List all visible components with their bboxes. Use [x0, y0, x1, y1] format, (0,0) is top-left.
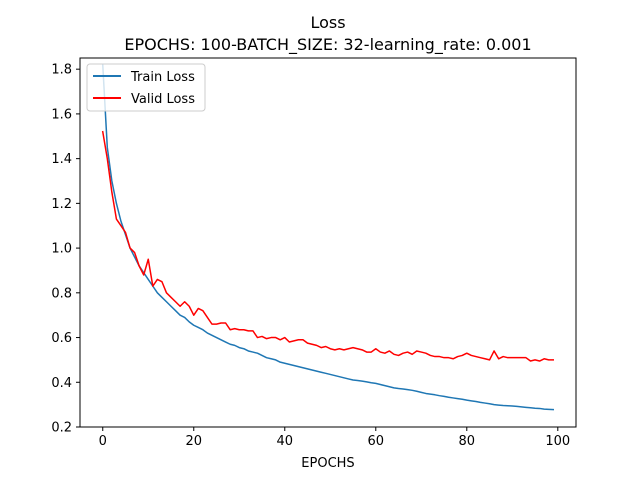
y-tick-label: 1.6 [51, 107, 72, 122]
x-tick-label: 60 [368, 434, 385, 449]
y-tick-label: 1.0 [51, 242, 72, 257]
series-group [101, 63, 555, 411]
plot-frame [79, 57, 577, 428]
x-tick-label: 0 [99, 434, 107, 449]
x-tick-label: 40 [276, 434, 293, 449]
y-tick-label: 0.2 [51, 421, 72, 436]
x-axis-label: EPOCHS [301, 456, 354, 471]
y-tick-label: 0.6 [51, 331, 72, 346]
y-tick-label: 1.2 [51, 197, 72, 212]
y-axis-ticks: 0.2 0.4 0.6 0.8 1.0 1.2 1.4 1.6 1.8 [51, 63, 80, 436]
legend-label-train-loss: Train Loss [130, 70, 195, 85]
y-tick-label: 1.4 [51, 152, 72, 167]
y-tick-label: 0.4 [51, 376, 72, 391]
legend: Train Loss Valid Loss [86, 63, 206, 112]
legend-label-valid-loss: Valid Loss [131, 92, 195, 107]
y-tick-label: 0.8 [51, 286, 72, 301]
chart-title: Loss [310, 13, 345, 32]
y-tick-label: 1.8 [51, 63, 72, 78]
series-line-valid-loss [101, 130, 554, 362]
chart-subtitle: EPOCHS: 100-BATCH_SIZE: 32-learning_rate… [124, 35, 531, 55]
x-axis-ticks: 0 20 40 60 80 100 [99, 427, 570, 449]
x-tick-label: 80 [459, 434, 476, 449]
x-tick-label: 20 [185, 434, 202, 449]
series-line-train-loss [101, 63, 555, 411]
plot-area [80, 58, 576, 427]
x-tick-label: 100 [545, 434, 570, 449]
